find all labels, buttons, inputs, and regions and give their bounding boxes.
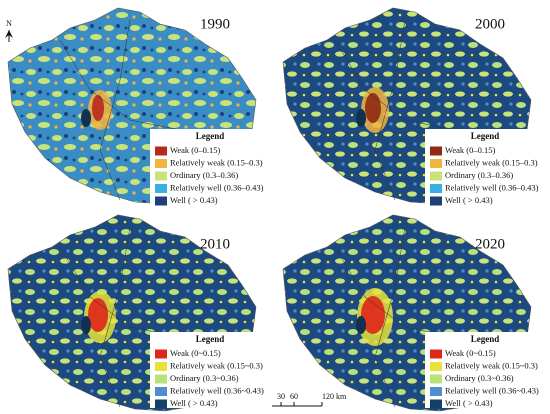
legend-label: Relatively weak (0.15~0.3) [445,360,538,370]
year-label: 1990 [200,16,230,32]
legend-swatch [430,196,442,206]
legend-swatch [430,349,442,359]
legend-swatch [155,399,167,409]
legend-title: Legend [196,131,225,141]
scale-label: 120 km [322,392,347,401]
legend-label: Relatively weak (0.15–0.3) [170,157,263,167]
legend-swatch [155,349,167,359]
lake [356,109,366,127]
legend-label: Well ( > 0.43) [445,195,493,205]
legend-label: Weak (0~0.15) [170,348,221,358]
legend-swatch [155,184,167,193]
north-label: N [6,19,12,28]
legend-label: Relatively weak (0.15~0.3) [170,360,263,370]
lake [81,316,91,334]
legend-label: Well ( > 0.43) [170,195,218,205]
scale-label: 30 [277,392,285,401]
legend-box [425,332,547,408]
map-panel: 2020 Legend Weak (0~0.15) Relatively weak (… [282,214,547,412]
north-arrow: N [5,19,13,42]
legend-swatch [155,146,167,156]
legend-swatch [430,399,442,409]
legend-label: Relatively weak (0.15–0.3) [445,157,538,167]
legend-label: Weak (0~0.15) [445,348,496,358]
legend-label: Relatively well (0.36~0.43) [445,385,539,395]
boundary [334,19,456,201]
urban-core [365,93,381,123]
lake [81,109,91,127]
legend-swatch [155,374,167,384]
legend-swatch [430,184,442,193]
urban-core [361,296,385,334]
legend-label: Ordinary (0.3–0.36) [445,170,513,180]
legend-swatch [155,171,167,181]
legend-label: Relatively well (0.36–0.43) [170,182,264,192]
legend-swatch [430,159,442,168]
legend-swatch [155,362,167,371]
legend-swatch [155,196,167,206]
map-panel: 2010 Legend Weak (0~0.15) Relatively weak (… [7,214,272,412]
legend-label: Ordinary (0.3–0.36) [170,170,238,180]
year-label: 2000 [475,16,505,32]
legend-title: Legend [196,334,225,344]
legend-swatch [155,387,167,396]
map-panel: 1990 Legend Weak (0–0.15) Relatively weak (… [7,7,272,206]
legend-label: Relatively well (0.36~0.43) [170,385,264,395]
urban-core [92,95,104,121]
map-panel: 2000 Legend Weak (0–0.15) Relatively weak (… [282,7,547,206]
legend-label: Ordinary (0.3~0.36) [170,373,239,383]
legend-swatch [430,146,442,156]
year-label: 2010 [200,236,230,252]
legend-label: Well ( > 0.43) [170,398,218,408]
legend-label: Relatively well (0.36–0.43) [445,182,539,192]
legend-title: Legend [471,131,500,141]
legend-swatch [155,159,167,168]
legend-box [150,332,272,408]
legend-title: Legend [471,334,500,344]
boundary [59,19,181,201]
scale-label: 60 [290,392,298,401]
legend-box [425,129,547,205]
legend-label: Ordinary (0.3~0.36) [445,373,514,383]
legend-label: Weak (0–0.15) [445,145,495,155]
lake [356,316,366,334]
year-label: 2020 [475,236,505,252]
legend-label: Well ( > 0.43) [445,398,493,408]
scale-bar: 03060120 km [266,392,347,407]
legend-swatch [430,374,442,384]
legend-box [150,129,272,205]
legend-swatch [430,362,442,371]
legend-swatch [430,171,442,181]
legend-swatch [430,387,442,396]
legend-label: Weak (0–0.15) [170,145,220,155]
